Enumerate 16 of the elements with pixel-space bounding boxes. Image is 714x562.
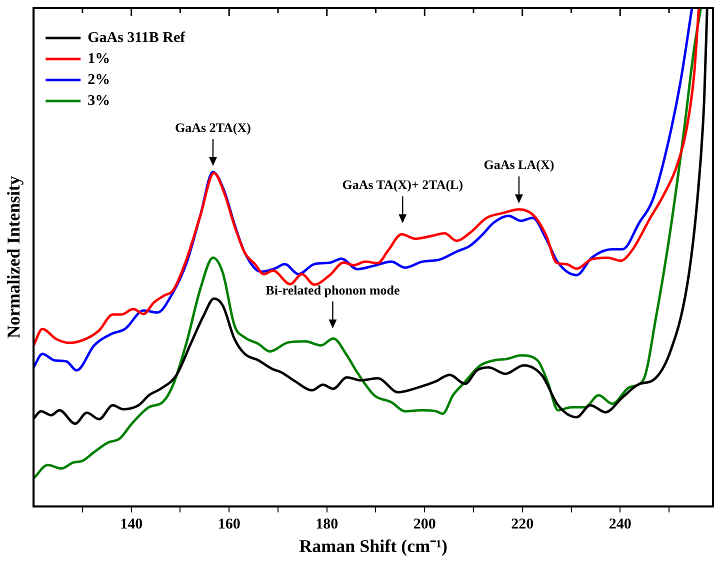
legend-label: 1% — [88, 50, 110, 67]
legend-label: 2% — [88, 72, 110, 88]
annotation: Bi-related phonon mode — [266, 282, 400, 298]
y-axis-title: Normalized Intensity — [3, 176, 24, 338]
x-tick-label: 240 — [608, 516, 632, 532]
annotation: GaAs 2TA(X) — [175, 120, 251, 135]
x-tick-label: 140 — [120, 516, 143, 532]
annotation: GaAs TA(X)+ 2TA(L) — [342, 177, 464, 192]
x-tick-label: 180 — [316, 516, 338, 532]
x-tick-label: 220 — [511, 516, 534, 532]
x-tick-label: 160 — [218, 516, 240, 532]
x-axis-title: Raman Shift (cm⁻¹) — [299, 536, 448, 556]
legend-label: 3% — [88, 92, 110, 109]
x-tick-label: 200 — [413, 516, 436, 532]
annotation: GaAs LA(X) — [484, 157, 554, 172]
legend-label: GaAs 311B Ref — [88, 30, 186, 46]
